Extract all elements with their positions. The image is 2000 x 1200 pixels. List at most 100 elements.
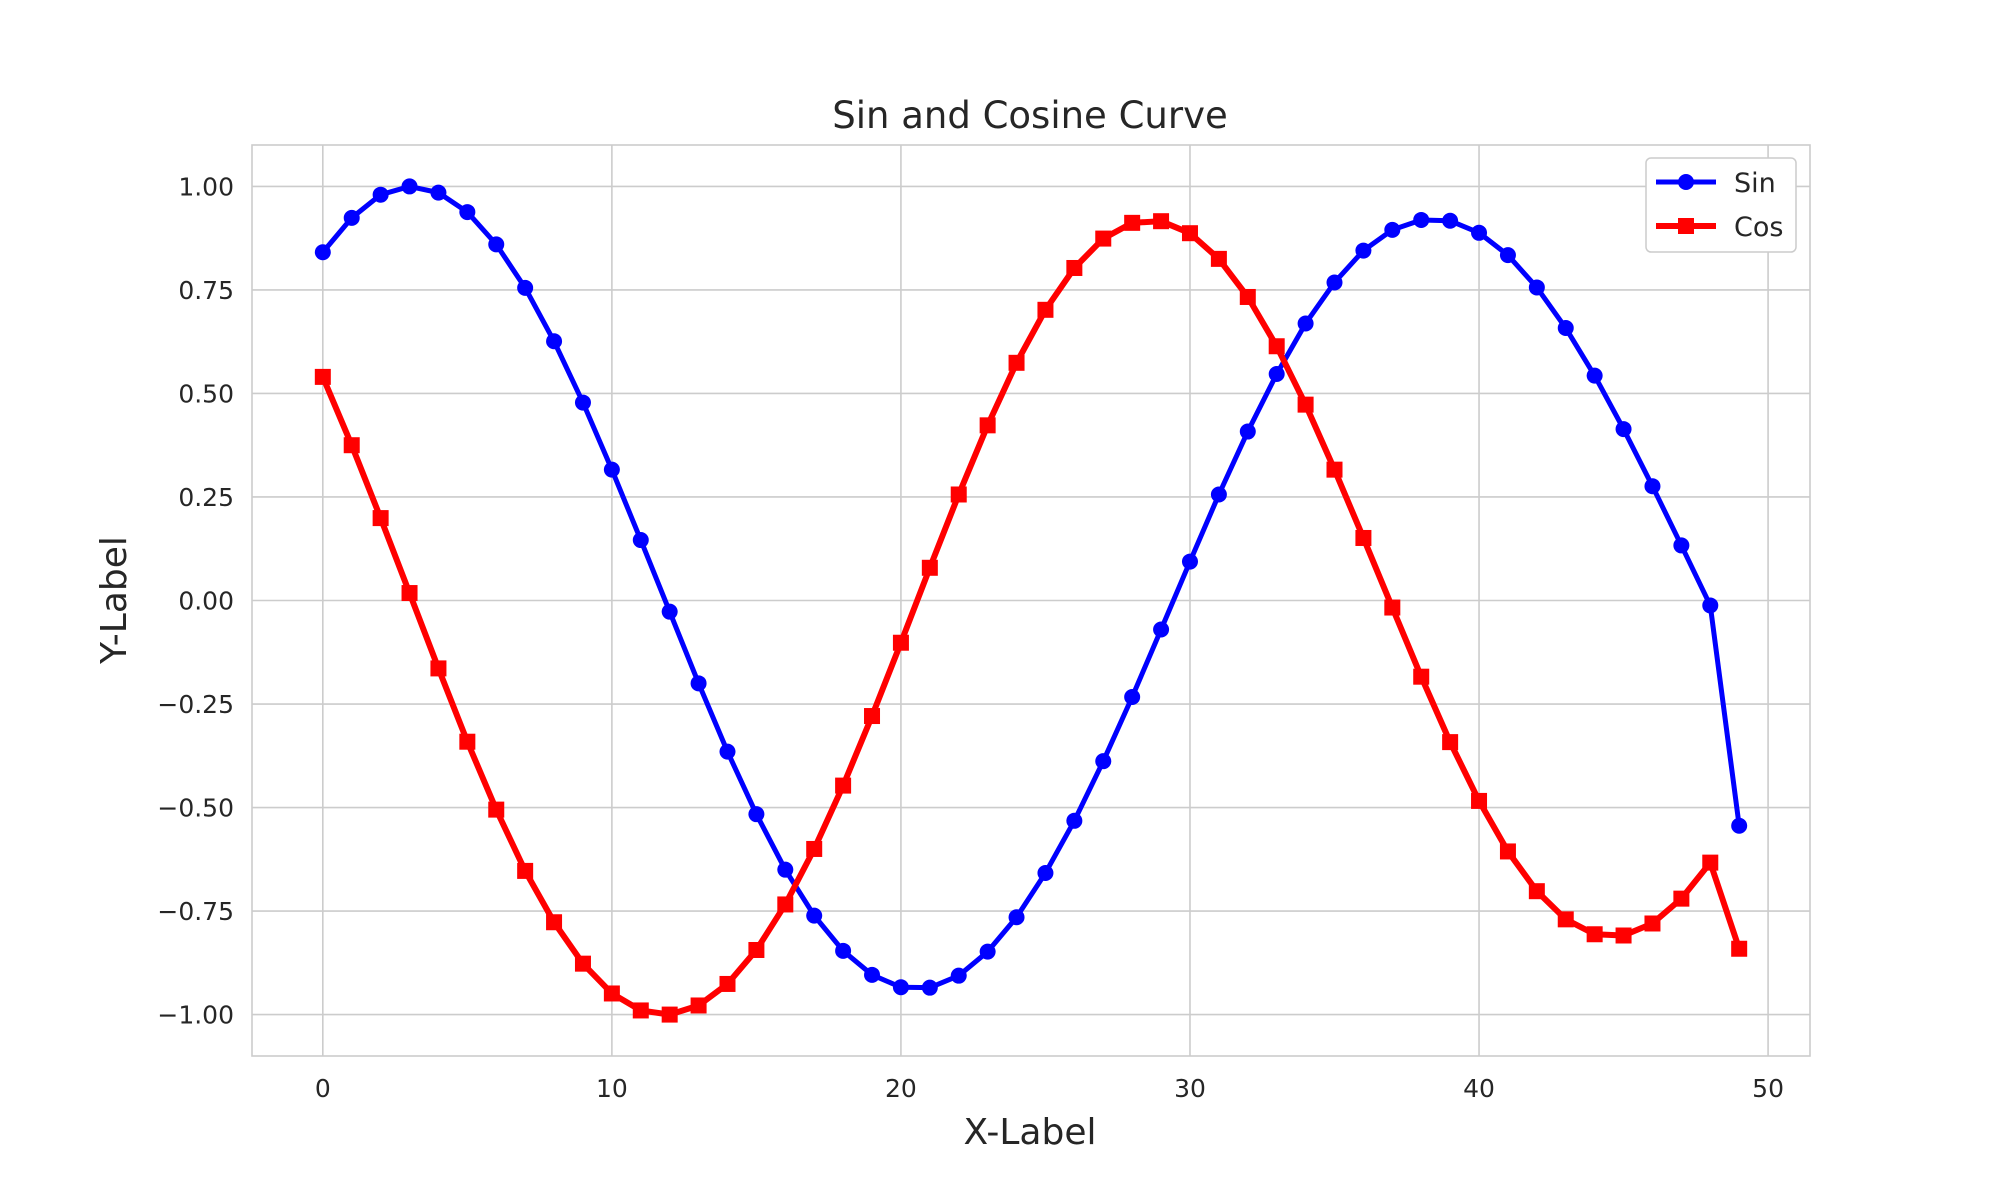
data-point-sin [864,966,881,983]
data-point-cos [1095,230,1112,247]
data-point-sin [1066,812,1083,829]
data-point-cos [1673,890,1690,907]
data-point-sin [1586,367,1603,384]
y-tick-label: −0.75 [157,897,234,926]
data-point-cos [1181,225,1198,242]
data-point-cos [632,1002,649,1019]
data-point-cos [1442,734,1459,751]
data-point-cos [1413,668,1430,685]
data-point-sin [661,603,678,620]
data-point-sin [748,806,765,823]
axes-border [251,144,1811,1057]
y-tick-label: −0.50 [157,794,234,823]
data-point-cos [777,896,794,913]
data-point-cos [1731,940,1748,957]
data-point-cos [1702,854,1719,871]
data-point-cos [517,862,534,879]
data-point-sin [488,236,505,253]
data-point-sin [1355,242,1372,259]
data-point-cos [1586,926,1603,943]
y-tick-label: 0.25 [178,483,234,512]
data-point-sin [690,675,707,692]
data-point-cos [661,1006,678,1023]
data-point-cos [1153,213,1170,230]
data-point-cos [1066,259,1083,276]
data-point-sin [1644,478,1661,495]
y-tick-label: −1.00 [157,1001,234,1030]
legend-marker-cos [1678,218,1694,234]
legend-marker-sin [1678,174,1694,190]
data-point-cos [603,985,620,1002]
data-point-cos [314,368,331,385]
legend-entry-cos: Cos [1656,212,1783,243]
data-point-cos [343,437,360,454]
data-point-cos [1326,461,1343,478]
series-layer [314,178,1748,1023]
data-point-sin [1124,688,1141,705]
data-point-cos [1239,288,1256,305]
x-tick-label: 20 [885,1074,917,1103]
data-point-sin [1326,274,1343,291]
data-point-cos [1037,301,1054,318]
data-point-cos [459,733,476,750]
data-point-sin [1471,224,1488,241]
data-point-cos [1557,911,1574,928]
data-point-sin [892,979,909,996]
data-point-sin [1673,537,1690,554]
data-point-cos [1499,843,1516,860]
data-point-sin [1615,421,1632,438]
data-point-sin [314,244,331,261]
data-point-cos [1384,599,1401,616]
data-point-sin [1239,423,1256,440]
series-cos [314,213,1748,1023]
data-point-cos [1124,214,1141,231]
data-point-cos [690,997,707,1014]
data-point-cos [1528,883,1545,900]
tick-labels: 0 10 20 30 40 50 1.00 0.75 0.50 0.25 0.00 −0.25 −0.5… [157,172,1784,1103]
data-point-sin [1095,753,1112,770]
data-point-sin [1442,212,1459,229]
data-point-sin [921,979,938,996]
data-point-sin [372,186,389,203]
data-point-cos [950,486,967,503]
data-point-cos [892,634,909,651]
data-point-sin [343,209,360,226]
data-point-sin [806,907,823,924]
data-point-cos [372,510,389,527]
data-point-sin [1297,315,1314,332]
x-tick-label: 40 [1463,1074,1495,1103]
data-point-sin [1557,320,1574,337]
data-point-sin [979,943,996,960]
data-point-cos [430,660,447,677]
data-point-sin [1153,621,1170,638]
x-tick-label: 10 [596,1074,628,1103]
data-point-cos [835,777,852,794]
data-point-sin [401,178,418,195]
data-point-cos [1008,354,1025,371]
y-tick-label: 0.00 [178,587,234,616]
data-point-cos [1471,792,1488,809]
data-point-sin [777,861,794,878]
data-point-cos [719,975,736,992]
legend-label-cos: Cos [1734,212,1783,243]
x-tick-label: 50 [1752,1074,1784,1103]
data-point-sin [950,967,967,984]
data-point-cos [921,559,938,576]
data-point-sin [1731,817,1748,834]
data-point-sin [603,461,620,478]
data-point-cos [864,708,881,725]
data-point-cos [979,417,996,434]
data-point-cos [488,801,505,818]
data-point-sin [517,279,534,296]
data-point-cos [401,585,418,602]
y-tick-label: −0.25 [157,690,234,719]
x-axis-label: X-Label [964,1112,1097,1153]
legend: Sin Cos [1645,157,1797,253]
data-point-sin [1499,247,1516,264]
legend-label-sin: Sin [1734,168,1776,199]
data-point-sin [1181,553,1198,570]
y-tick-label: 0.50 [178,379,234,408]
x-tick-label: 0 [315,1074,331,1103]
